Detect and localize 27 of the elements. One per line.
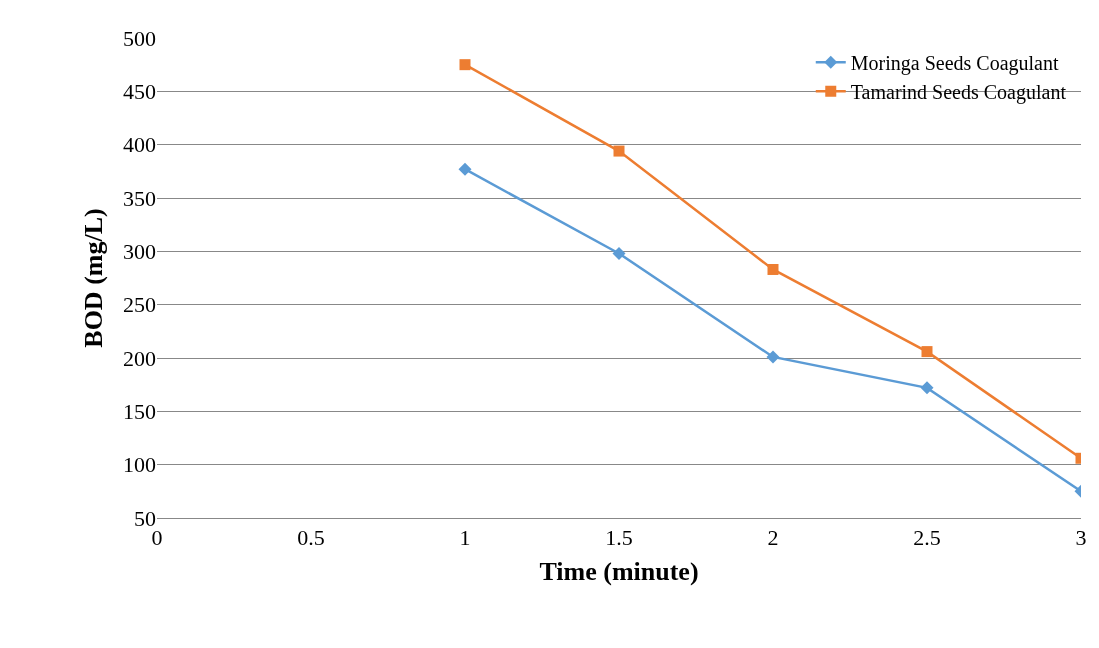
x-axis-title: Time (minute) [539,557,699,587]
point [613,145,625,157]
legend-label: Tamarind Seeds Coagulant [850,81,1067,105]
y-tick-label: 500 [123,25,156,51]
x-tick-label: 2 [767,525,779,551]
point [766,350,780,364]
y-tick-label: 250 [123,292,156,318]
y-tick-label: 300 [123,239,156,265]
y-tick-label: 150 [123,399,156,425]
x-tick-label: 1.5 [605,525,633,551]
y-tick-label: 200 [123,345,156,371]
x-tick-label: 2.5 [913,525,941,551]
x-tick-label: 3 [1075,525,1087,551]
point [612,246,626,260]
x-tick-label: 1 [459,525,471,551]
y-tick-label: 400 [123,132,156,158]
y-axis-title: BOD (mg/L) [79,208,109,348]
point [920,381,934,395]
point [459,59,471,71]
y-tick-label: 350 [123,185,156,211]
point [767,263,779,275]
y-tick-label: 100 [123,452,156,478]
legend-label: Moringa Seeds Coagulant [850,52,1059,76]
point [458,162,472,176]
y-tick-label: 450 [123,79,156,105]
point [921,346,933,358]
x-tick-label: 0.5 [297,525,325,551]
